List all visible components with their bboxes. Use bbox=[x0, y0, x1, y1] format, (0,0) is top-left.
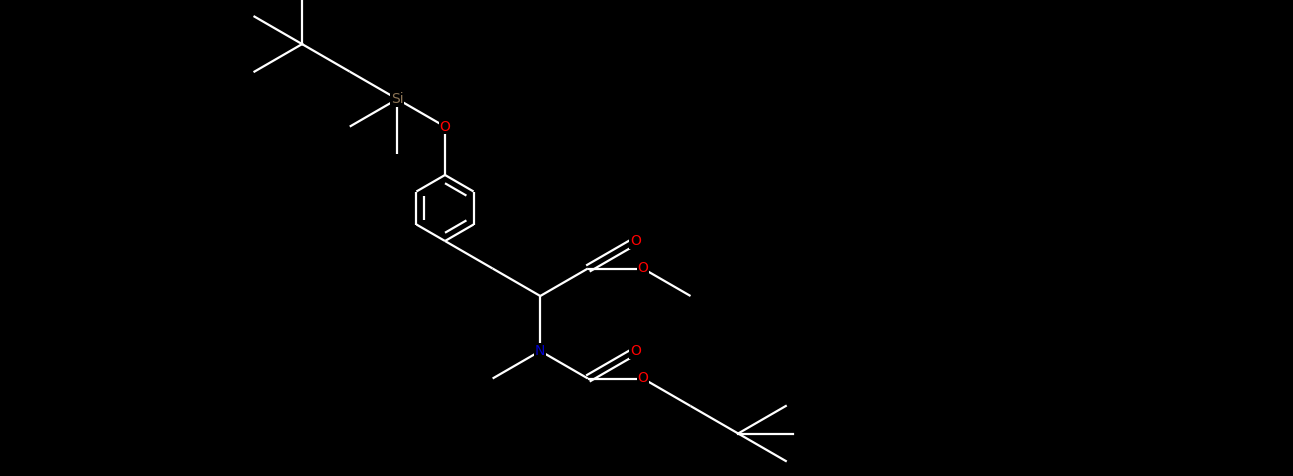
Text: O: O bbox=[630, 344, 641, 358]
Text: O: O bbox=[637, 371, 648, 386]
Text: O: O bbox=[630, 234, 641, 248]
Text: N: N bbox=[535, 344, 546, 358]
Text: O: O bbox=[440, 119, 450, 134]
Text: O: O bbox=[637, 261, 648, 276]
Text: Si: Si bbox=[390, 92, 403, 106]
